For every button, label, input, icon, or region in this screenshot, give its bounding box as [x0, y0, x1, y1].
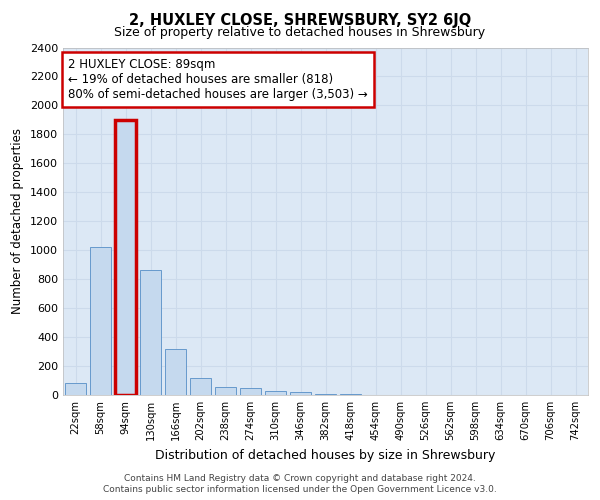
Bar [290, 392, 311, 395]
Text: 2 HUXLEY CLOSE: 89sqm
← 19% of detached houses are smaller (818)
80% of semi-det: 2 HUXLEY CLOSE: 89sqm ← 19% of detached … [68, 58, 368, 101]
Bar [240, 388, 261, 395]
Y-axis label: Number of detached properties: Number of detached properties [11, 128, 25, 314]
Bar [265, 390, 286, 395]
Bar [190, 378, 211, 395]
Bar [115, 120, 136, 395]
Bar [65, 384, 86, 395]
Bar [215, 387, 236, 395]
Bar [315, 394, 336, 395]
Bar [90, 248, 111, 395]
Bar [340, 394, 361, 395]
X-axis label: Distribution of detached houses by size in Shrewsbury: Distribution of detached houses by size … [155, 448, 496, 462]
Text: Size of property relative to detached houses in Shrewsbury: Size of property relative to detached ho… [115, 26, 485, 39]
Bar [140, 270, 161, 395]
Text: 2, HUXLEY CLOSE, SHREWSBURY, SY2 6JQ: 2, HUXLEY CLOSE, SHREWSBURY, SY2 6JQ [129, 12, 471, 28]
Bar [165, 350, 186, 395]
Text: Contains HM Land Registry data © Crown copyright and database right 2024.
Contai: Contains HM Land Registry data © Crown c… [103, 474, 497, 494]
